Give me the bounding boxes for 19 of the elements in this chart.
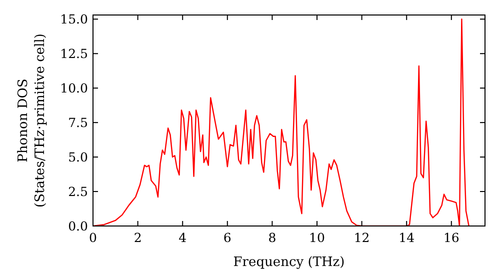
y-tick-label: 15.0 [60,12,88,27]
line-series [93,18,470,226]
y-tick-label: 7.5 [68,115,88,130]
y-axis-title: Phonon DOS (States/THz·primitive cell) [16,33,48,208]
x-tick-label: 4 [178,230,187,245]
y-tick-label: 5.0 [68,150,88,165]
x-tick-label: 6 [223,230,232,245]
x-tick-label: 10 [309,230,325,245]
x-tick-label: 14 [398,230,415,245]
y-tick-label: 10.0 [60,80,88,96]
x-tick-label: 8 [268,230,276,245]
y-tick-label: 2.5 [68,184,88,200]
x-tick-label: 2 [134,230,142,245]
x-axis-title: Frequency (THz) [233,255,345,270]
y-tick-label: 0.0 [68,218,88,234]
x-tick-label: 0 [89,230,98,245]
x-tick-label: 16 [443,230,460,245]
y-tick-label: 12.5 [60,46,88,62]
x-tick-label: 12 [354,230,370,245]
